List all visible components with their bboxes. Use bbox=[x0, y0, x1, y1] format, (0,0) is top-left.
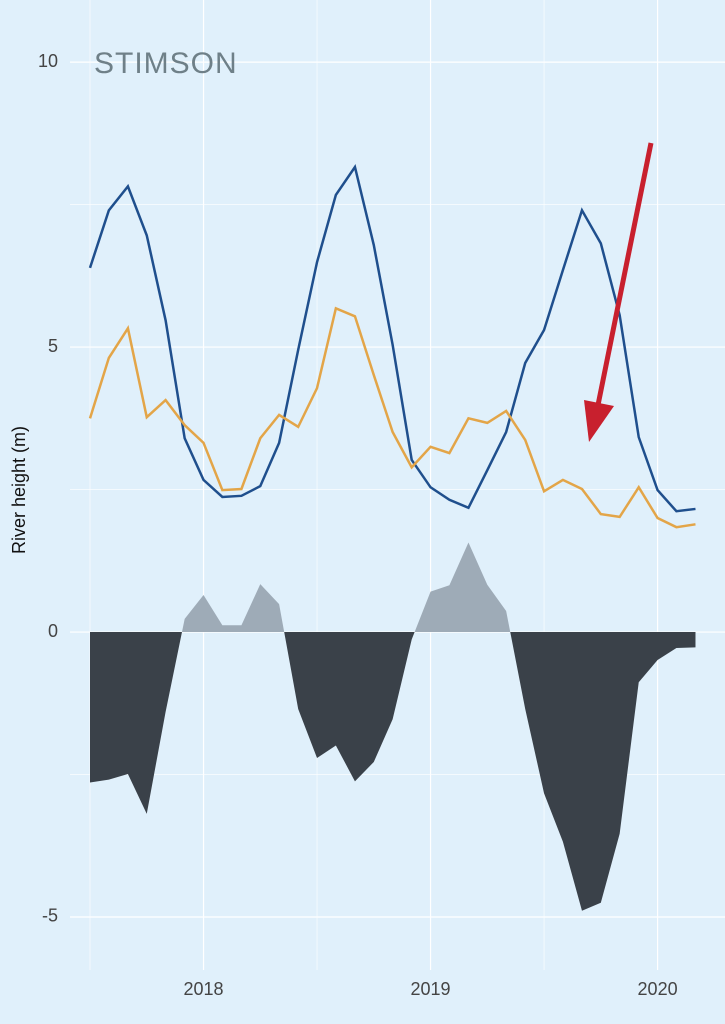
series-line bbox=[88, 306, 696, 529]
series-line bbox=[88, 163, 696, 513]
difference-area-negative bbox=[90, 632, 696, 911]
y-tick-label: -5 bbox=[42, 906, 58, 926]
x-tick-label: 2019 bbox=[411, 979, 451, 999]
y-tick-label: 5 bbox=[48, 336, 58, 356]
y-tick-label: 10 bbox=[38, 51, 58, 71]
x-tick-label: 2018 bbox=[183, 979, 223, 999]
logo: STIMSON bbox=[94, 47, 238, 80]
annotation-arrow bbox=[584, 142, 654, 442]
x-tick-label: 2020 bbox=[638, 979, 678, 999]
difference-area-positive bbox=[181, 542, 511, 633]
y-tick-label: 0 bbox=[48, 621, 58, 641]
y-axis-label: River height (m) bbox=[9, 426, 29, 554]
